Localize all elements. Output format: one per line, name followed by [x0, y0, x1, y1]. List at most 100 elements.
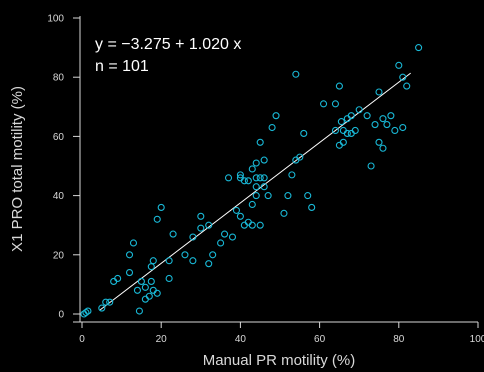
data-point — [383, 121, 391, 129]
y-tick-label: 100 — [47, 14, 64, 25]
data-point — [125, 251, 134, 259]
data-point — [331, 126, 339, 135]
data-point — [256, 174, 264, 182]
data-point — [232, 206, 240, 214]
data-point — [129, 239, 138, 247]
data-point — [256, 138, 264, 146]
data-point — [272, 112, 280, 120]
data-point — [228, 233, 237, 241]
data-point — [165, 257, 173, 265]
data-point — [268, 123, 276, 132]
data-point — [252, 192, 260, 200]
data-point — [197, 212, 205, 220]
data-point — [288, 171, 296, 179]
y-tick-label: 0 — [58, 310, 64, 321]
data-point — [98, 304, 106, 312]
data-point — [157, 203, 165, 211]
x-tick-label: 20 — [156, 334, 168, 345]
data-point — [248, 165, 256, 173]
data-point — [379, 144, 387, 152]
data-point — [343, 129, 351, 137]
data-point — [244, 177, 252, 185]
data-point — [403, 82, 411, 90]
y-tick-label: 20 — [53, 250, 65, 261]
data-point — [415, 44, 423, 52]
data-point — [260, 183, 268, 191]
sample-size-annotation: n = 101 — [95, 58, 149, 75]
x-ticks: 0 20 40 60 80 100 — [79, 322, 484, 345]
axes — [73, 16, 478, 323]
y-tick-label: 60 — [53, 132, 65, 143]
data-point — [236, 212, 244, 220]
data-point — [296, 153, 304, 161]
data-point — [256, 221, 264, 229]
data-point — [197, 224, 205, 232]
data-point — [395, 61, 403, 69]
data-point — [379, 115, 387, 123]
data-point — [351, 126, 359, 135]
data-point — [280, 209, 288, 217]
data-point — [335, 82, 343, 90]
data-points — [80, 44, 423, 318]
data-point — [252, 174, 260, 182]
data-point — [137, 277, 145, 285]
data-point — [189, 233, 197, 241]
data-point — [84, 307, 92, 315]
data-point — [260, 156, 268, 164]
data-point — [181, 251, 189, 259]
data-point — [284, 192, 292, 200]
data-point — [217, 239, 225, 247]
data-point — [300, 129, 308, 137]
x-tick-label: 40 — [235, 334, 247, 345]
y-tick-label: 40 — [53, 191, 65, 202]
data-point — [165, 274, 173, 283]
data-point — [153, 289, 161, 297]
data-point — [248, 200, 256, 209]
data-point — [260, 174, 268, 182]
y-axis-title: X1 PRO total motility (%) — [9, 86, 26, 252]
data-point — [355, 106, 363, 114]
data-point — [375, 88, 383, 96]
data-point — [399, 123, 407, 132]
data-point — [308, 203, 316, 211]
data-point — [363, 112, 371, 120]
data-point — [252, 183, 260, 191]
data-point — [337, 118, 345, 126]
regression-line — [99, 72, 411, 311]
data-point — [106, 298, 114, 306]
data-point — [252, 159, 260, 167]
x-axis-title: Manual PR motility (%) — [203, 352, 356, 369]
x-tick-label: 0 — [79, 334, 85, 345]
data-point — [133, 286, 141, 294]
data-point — [224, 174, 233, 182]
data-point — [240, 177, 248, 185]
y-ticks: 0 20 40 60 80 100 — [47, 14, 80, 321]
data-point — [236, 171, 244, 179]
data-point — [102, 298, 110, 306]
data-point — [264, 192, 272, 200]
data-point — [135, 307, 143, 315]
data-point — [125, 269, 134, 277]
data-point — [347, 112, 355, 120]
data-point — [147, 277, 155, 285]
data-point — [205, 260, 213, 268]
data-point — [209, 251, 217, 259]
data-point — [292, 70, 300, 78]
data-point — [248, 221, 256, 229]
data-point — [391, 126, 399, 135]
data-point — [331, 100, 339, 108]
data-point — [205, 221, 213, 229]
data-point — [320, 100, 328, 108]
data-point — [141, 283, 149, 291]
data-point — [371, 121, 379, 129]
data-point — [375, 138, 383, 146]
data-point — [367, 162, 375, 170]
data-point — [82, 308, 90, 317]
data-point — [145, 292, 153, 300]
data-point — [399, 73, 407, 81]
x-tick-label: 80 — [393, 334, 405, 345]
data-point — [114, 274, 122, 283]
equation-annotation: y = −3.275 + 1.020 x — [95, 36, 241, 53]
data-point — [304, 192, 312, 200]
